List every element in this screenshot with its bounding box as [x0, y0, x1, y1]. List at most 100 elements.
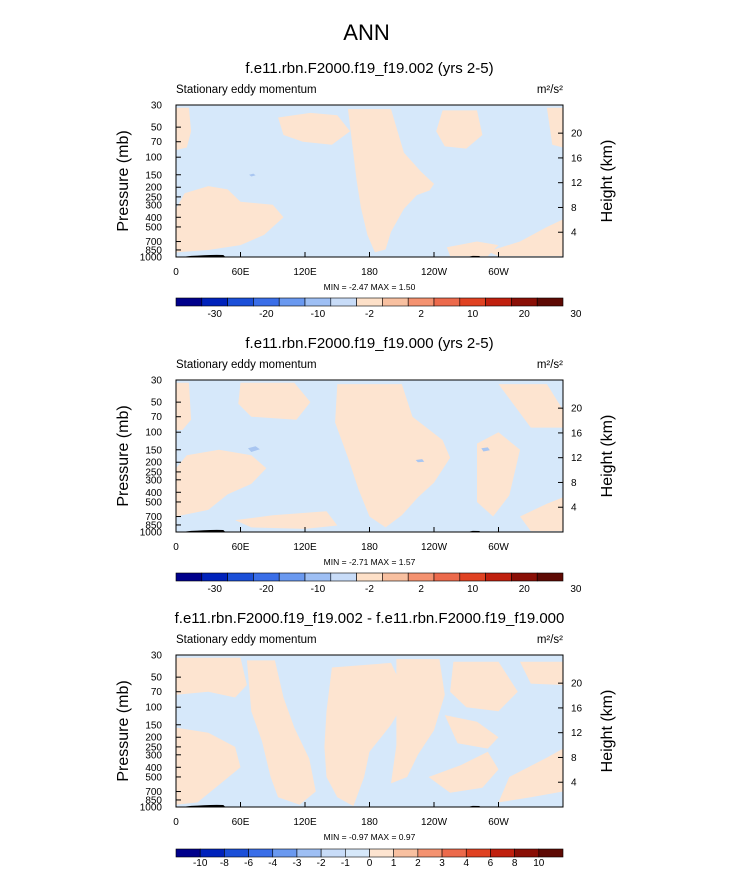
colorbar-swatch	[407, 297, 435, 307]
y-tick-label: 30	[151, 101, 163, 112]
colorbar-label: 10	[533, 858, 545, 869]
y-tick-label: 50	[151, 398, 163, 409]
positive-region	[324, 662, 408, 807]
y-right-tick-label: 20	[571, 404, 583, 415]
x-tick-label: 60E	[232, 542, 250, 553]
positive-region	[520, 661, 563, 685]
colorbar-swatch	[278, 572, 306, 582]
positive-region	[238, 382, 311, 420]
y-tick-label: 100	[145, 703, 162, 714]
y-tick-label: 150	[145, 170, 162, 181]
colorbar-swatch	[248, 848, 274, 858]
colorbar-label: 2	[415, 858, 421, 869]
y-right-tick-label: 4	[571, 503, 577, 514]
colorbar-label: -30	[207, 309, 222, 320]
positive-region	[278, 112, 351, 145]
colorbar-label: 2	[418, 309, 424, 320]
colorbar-swatch	[345, 848, 370, 858]
colorbar-swatch	[459, 572, 486, 582]
colorbar-label: 3	[439, 858, 445, 869]
y-tick-label: 850	[145, 795, 162, 806]
y-tick-label: 400	[145, 763, 162, 774]
positive-region	[477, 432, 520, 517]
colorbar-swatch	[511, 572, 538, 582]
y-tick-label: 200	[145, 183, 162, 194]
y-tick-label: 700	[145, 237, 162, 248]
panel-2: Pressure (mb) Height (km)	[115, 379, 616, 582]
panel-title: f.e11.rbn.F2000.f19_f19.002 - f.e11.rbn.…	[175, 610, 565, 627]
y-tick-label: 30	[151, 376, 163, 387]
x-tick-label: 60W	[488, 267, 509, 278]
colorbar-swatch	[175, 297, 203, 307]
colorbar-swatch	[417, 848, 443, 858]
colorbar-label: -2	[365, 584, 374, 595]
colorbar-label: -10	[311, 584, 326, 595]
y-axis-title: Pressure (mb)	[115, 130, 132, 231]
positive-region	[444, 715, 499, 749]
colorbar-label: -6	[244, 858, 253, 869]
y-tick-label: 50	[151, 123, 163, 134]
colorbar-swatch	[253, 297, 280, 307]
x-tick-label: 120E	[293, 542, 317, 553]
colorbar-swatch	[356, 572, 383, 582]
y-tick-label: 250	[145, 467, 162, 478]
y-right-tick-label: 12	[571, 728, 583, 739]
panel-title: f.e11.rbn.F2000.f19_f19.002 (yrs 2-5)	[245, 60, 493, 77]
y-tick-label: 200	[145, 733, 162, 744]
units-label: m²/s²	[537, 359, 563, 371]
x-tick-label: 0	[173, 267, 179, 278]
colorbar-label: 8	[512, 858, 518, 869]
positive-region	[176, 382, 192, 430]
colorbar-swatch	[485, 297, 512, 307]
colorbar-label: -2	[317, 858, 326, 869]
y-tick-label: 150	[145, 720, 162, 731]
y-right-tick-label: 12	[571, 453, 583, 464]
y-tick-label: 30	[151, 651, 163, 662]
min-max-text: MIN = -2.47 MAX = 1.50	[324, 282, 416, 292]
y-right-tick-label: 12	[571, 178, 583, 189]
y-tick-label: 400	[145, 488, 162, 499]
y-tick-label: 1000	[140, 803, 163, 814]
y-tick-label: 150	[145, 445, 162, 456]
x-tick-label: 0	[173, 817, 179, 828]
negative-strong-region	[248, 446, 260, 452]
colorbar-swatch	[433, 572, 461, 582]
x-tick-label: 180	[361, 267, 378, 278]
x-tick-label: 180	[361, 817, 378, 828]
y-right-axis-title: Height (km)	[599, 690, 616, 773]
colorbar-label: 6	[488, 858, 494, 869]
colorbar-swatch	[320, 848, 346, 858]
negative-strong-region	[481, 447, 490, 452]
left-string: Stationary eddy momentum	[176, 634, 317, 646]
colorbar-swatch	[296, 848, 322, 858]
y-tick-label: 100	[145, 428, 162, 439]
y-right-tick-label: 16	[571, 703, 583, 714]
left-string: Stationary eddy momentum	[176, 359, 317, 371]
x-tick-label: 120E	[293, 267, 317, 278]
positive-region	[520, 497, 563, 532]
panel-1: Pressure (mb) Height (km)	[115, 104, 616, 307]
x-tick-label: 120W	[421, 267, 448, 278]
colorbar-label: -3	[292, 858, 301, 869]
x-tick-label: 120E	[293, 817, 317, 828]
colorbar-label: 1	[391, 858, 397, 869]
panel-3: Pressure (mb) Height (km)	[115, 654, 616, 858]
colorbar-label: -10	[311, 309, 326, 320]
positive-region	[446, 241, 499, 257]
y-tick-label: 50	[151, 673, 163, 684]
positive-region	[176, 107, 192, 151]
colorbar-swatch	[175, 848, 201, 858]
figure-title: ANN	[343, 20, 390, 45]
y-axis-title: Pressure (mb)	[115, 405, 132, 506]
colorbar-swatch	[459, 297, 486, 307]
positive-region	[335, 384, 451, 528]
colorbar-label: 10	[467, 584, 479, 595]
x-tick-label: 180	[361, 542, 378, 553]
min-max-text: MIN = -2.71 MAX = 1.57	[324, 557, 416, 567]
colorbar-swatch	[514, 848, 540, 858]
colorbar-swatch	[465, 848, 491, 858]
y-tick-label: 1000	[140, 528, 163, 539]
colorbar-label: -10	[193, 858, 208, 869]
colorbar-label: 4	[463, 858, 469, 869]
